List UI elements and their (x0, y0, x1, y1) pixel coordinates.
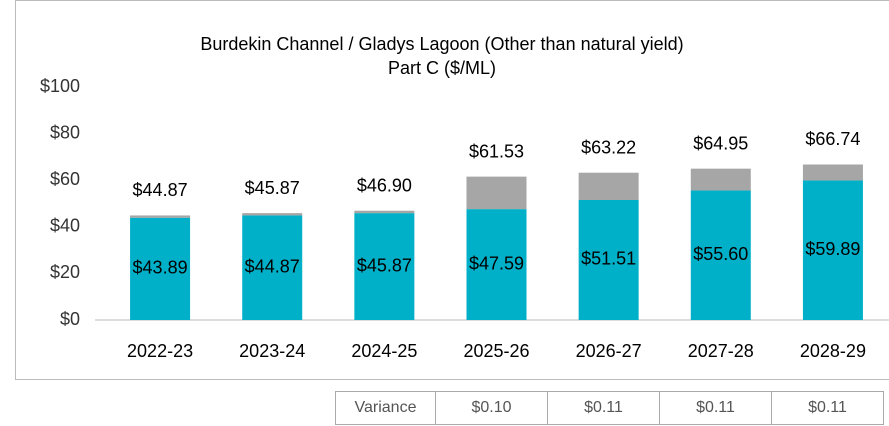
x-tick-label: 2027-28 (688, 341, 754, 361)
x-tick-label: 2028-29 (800, 341, 866, 361)
chart-title: Burdekin Channel / Gladys Lagoon (Other … (200, 34, 683, 54)
value-label: $44.87 (245, 256, 300, 276)
bar-segment (242, 215, 303, 320)
total-label: $63.22 (581, 137, 636, 157)
chart-subtitle: Part C ($/ML) (388, 58, 496, 78)
x-tick-label: 2025-26 (463, 341, 529, 361)
total-label: $44.87 (133, 180, 188, 200)
x-tick-label: 2024-25 (351, 341, 417, 361)
variance-cell: $0.11 (659, 391, 772, 425)
total-label: $45.87 (245, 178, 300, 198)
bar-segment (802, 180, 863, 320)
total-label: $64.95 (693, 133, 748, 153)
bar-segment (242, 213, 303, 216)
bar-segment (130, 217, 191, 320)
bar-segment (690, 190, 751, 320)
bar-segment (354, 213, 415, 320)
bar-segment (578, 199, 639, 320)
value-label: $43.89 (133, 258, 188, 278)
variance-cell: $0.11 (771, 391, 884, 425)
total-label: $46.90 (357, 175, 412, 195)
bar-segment (466, 176, 527, 210)
variance-table: Variance $0.10 $0.11 $0.11 $0.11 (335, 391, 884, 425)
y-tick-label: $60 (50, 169, 80, 189)
bar-segment (690, 168, 751, 191)
y-tick-label: $20 (50, 262, 80, 282)
bar-segment (354, 210, 415, 214)
bar-segment (802, 164, 863, 181)
y-tick-label: $80 (50, 122, 80, 142)
value-label: $45.87 (357, 255, 412, 275)
total-label: $61.53 (469, 141, 524, 161)
y-tick-label: $100 (40, 76, 80, 96)
value-label: $55.60 (693, 244, 748, 264)
total-label: $66.74 (805, 129, 860, 149)
y-tick-label: $40 (50, 216, 80, 236)
x-tick-label: 2023-24 (239, 341, 305, 361)
variance-cell: $0.10 (435, 391, 548, 425)
chart-border (15, 0, 889, 380)
value-label: $51.51 (581, 249, 636, 269)
value-label: $47.59 (469, 253, 524, 273)
bar-segment (130, 215, 191, 218)
x-tick-label: 2026-27 (576, 341, 642, 361)
bar-segment (578, 172, 639, 200)
y-tick-label: $0 (60, 309, 80, 329)
bar-segment (466, 209, 527, 320)
value-label: $59.89 (805, 239, 860, 259)
variance-label: Variance (335, 391, 436, 425)
variance-row: Variance $0.10 $0.11 $0.11 $0.11 (335, 391, 884, 425)
variance-cell: $0.11 (547, 391, 660, 425)
x-tick-label: 2022-23 (127, 341, 193, 361)
